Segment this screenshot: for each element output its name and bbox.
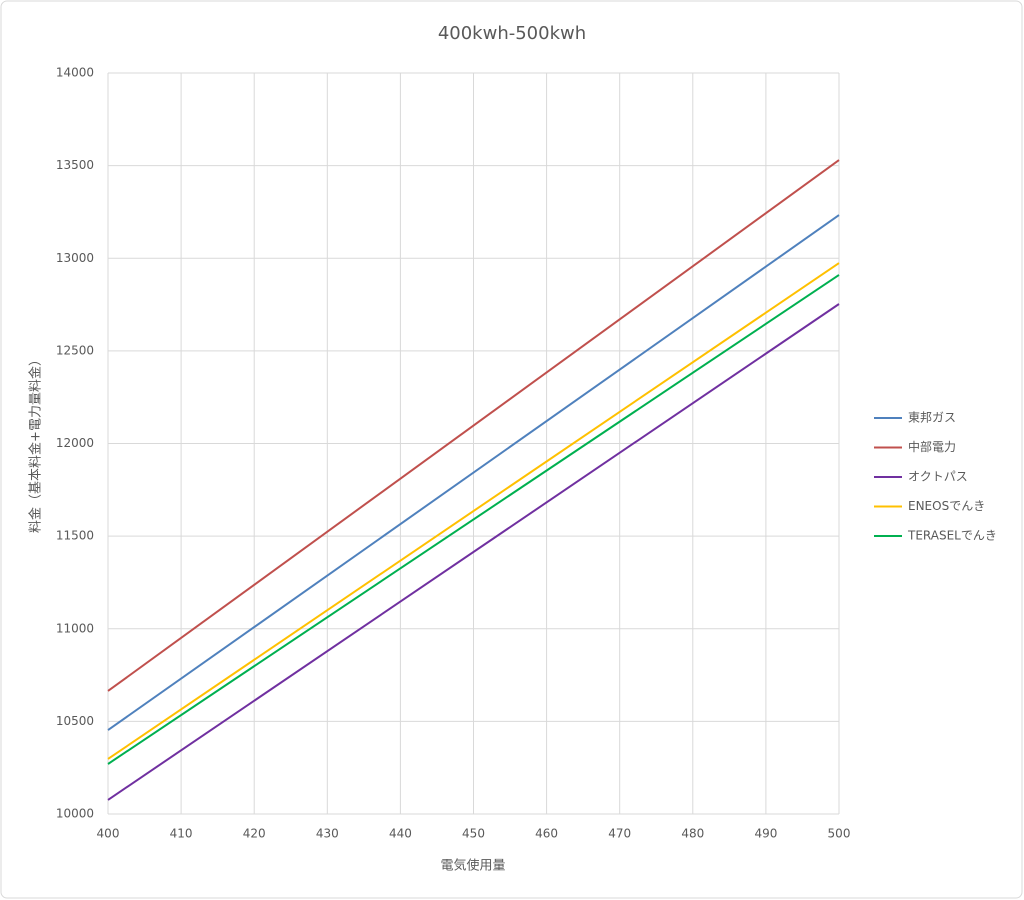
legend-label: ENEOSでんき bbox=[908, 499, 985, 513]
y-tick-label: 12500 bbox=[56, 343, 94, 357]
y-tick-label: 10000 bbox=[56, 807, 94, 821]
x-axis-title: 電気使用量 bbox=[440, 858, 505, 874]
x-tick-label: 480 bbox=[681, 827, 704, 841]
plot bbox=[107, 159, 840, 801]
x-tick-label: 430 bbox=[316, 827, 339, 841]
x-tick-label: 420 bbox=[243, 827, 266, 841]
x-tick-label: 440 bbox=[389, 827, 412, 841]
x-tick-label: 490 bbox=[754, 827, 777, 841]
x-tick-label: 410 bbox=[170, 827, 193, 841]
legend-label: オクトパス bbox=[908, 470, 968, 484]
y-tick-label: 12000 bbox=[56, 436, 94, 450]
x-tick-label: 500 bbox=[828, 827, 851, 841]
x-tick-label: 460 bbox=[535, 827, 558, 841]
legend-label: TERASELでんき bbox=[907, 529, 997, 543]
y-axis-title: 料金（基本料金+電力量料金） bbox=[28, 353, 44, 533]
x-tick-label: 450 bbox=[462, 827, 485, 841]
chart-title: 400kwh-500kwh bbox=[438, 23, 586, 44]
legend-label: 中部電力 bbox=[908, 439, 956, 454]
y-tick-label: 10500 bbox=[56, 714, 94, 728]
grid bbox=[107, 72, 840, 815]
series-line bbox=[107, 214, 840, 731]
y-tick-label: 13000 bbox=[56, 251, 94, 265]
series-line bbox=[107, 159, 840, 692]
x-tick-label: 470 bbox=[608, 827, 631, 841]
y-tick-label: 13500 bbox=[56, 158, 94, 172]
y-tick-label: 14000 bbox=[56, 66, 94, 80]
series-line bbox=[107, 274, 840, 765]
y-tick-label: 11500 bbox=[56, 529, 94, 543]
y-tick-label: 11000 bbox=[56, 621, 94, 635]
x-tick-label: 400 bbox=[97, 827, 120, 841]
legend-label: 東邦ガス bbox=[908, 411, 956, 425]
series-line bbox=[107, 303, 840, 801]
series-line bbox=[107, 262, 840, 760]
